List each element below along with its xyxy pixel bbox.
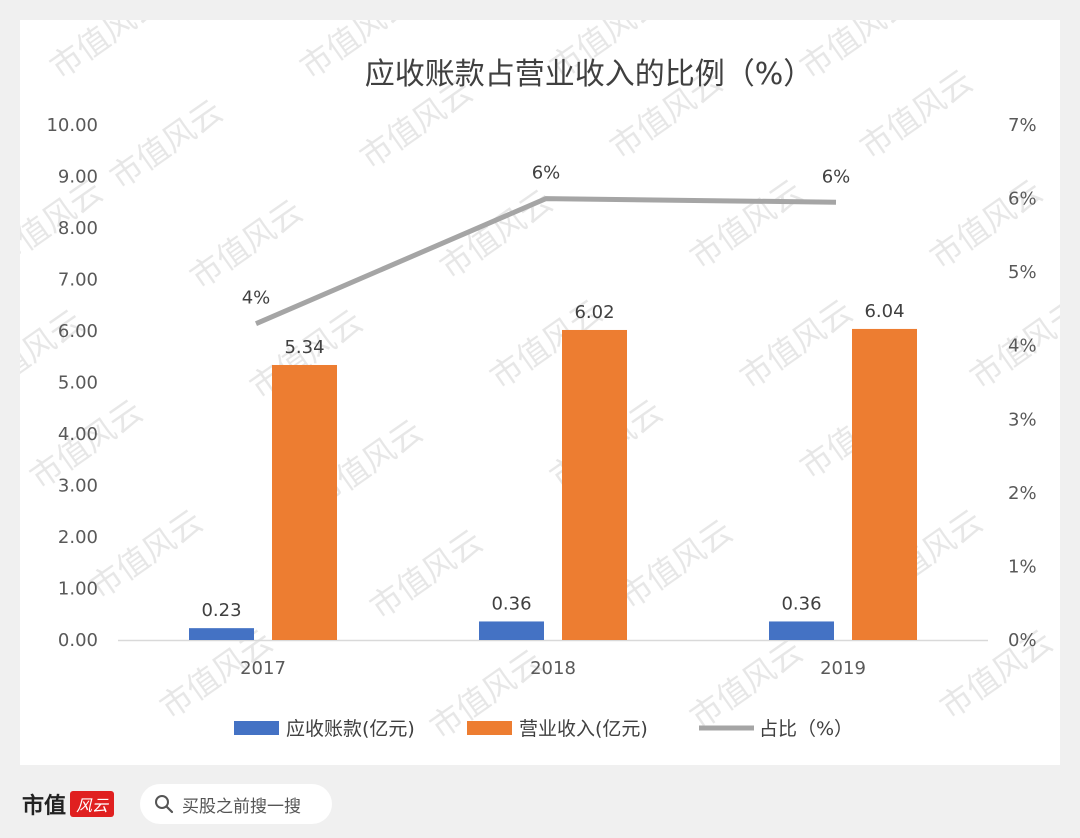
y-left-tick-label: 3.00 xyxy=(58,476,98,497)
watermark-text: 市值风云 xyxy=(733,292,860,397)
data-label: 4% xyxy=(242,288,271,309)
data-label: 6.04 xyxy=(864,301,904,322)
legend-swatch xyxy=(467,721,512,735)
y-left-tick-label: 6.00 xyxy=(58,321,98,342)
x-tick-label: 2019 xyxy=(820,658,866,679)
footer: 市值 风云 买股之前搜一搜 xyxy=(0,772,1080,838)
watermark-text: 市值风云 xyxy=(613,512,740,617)
search-placeholder: 买股之前搜一搜 xyxy=(182,796,301,817)
bar xyxy=(562,329,627,640)
y-right-tick-label: 6% xyxy=(1008,189,1037,210)
watermark-text: 市值风云 xyxy=(83,502,210,607)
brand-logo[interactable]: 市值 风云 xyxy=(22,789,115,819)
bar xyxy=(769,621,834,640)
data-label: 6% xyxy=(532,163,561,184)
legend-label: 占比（%） xyxy=(759,718,853,740)
legend-label: 应收账款(亿元) xyxy=(286,718,415,740)
watermark-text: 市值风云 xyxy=(853,62,980,167)
y-left-tick-label: 8.00 xyxy=(58,218,98,239)
chart-title: 应收账款占营业收入的比例（%） xyxy=(365,57,814,92)
y-left-tick-label: 0.00 xyxy=(58,630,98,651)
data-label: 6.02 xyxy=(574,302,614,323)
y-right-tick-label: 3% xyxy=(1008,409,1037,430)
data-label: 0.36 xyxy=(491,593,531,614)
y-left-tick-label: 7.00 xyxy=(58,270,98,291)
watermark-text: 市值风云 xyxy=(363,522,490,627)
watermark-text: 市值风云 xyxy=(433,182,560,287)
legend-label: 营业收入(亿元) xyxy=(519,718,648,740)
bar xyxy=(189,628,254,640)
watermark-text: 市值风云 xyxy=(183,192,310,297)
search-icon xyxy=(155,795,174,814)
y-right-tick-label: 1% xyxy=(1008,556,1037,577)
y-left-tick-label: 10.00 xyxy=(46,115,98,136)
logo-text: 市值 xyxy=(22,793,67,819)
legend: 应收账款(亿元) 营业收入(亿元) 占比（%） xyxy=(234,718,853,740)
search-box[interactable]: 买股之前搜一搜 xyxy=(140,784,332,824)
legend-swatch xyxy=(234,721,279,735)
x-tick-label: 2017 xyxy=(240,658,286,679)
watermark-text: 市值风云 xyxy=(43,20,170,87)
bar xyxy=(479,621,544,640)
x-tick-label: 2018 xyxy=(530,658,576,679)
y-right-tick-label: 0% xyxy=(1008,630,1037,651)
data-label: 0.36 xyxy=(781,593,821,614)
y-left-tick-label: 2.00 xyxy=(58,527,98,548)
y-right-tick-label: 5% xyxy=(1008,262,1037,283)
y-right-tick-label: 7% xyxy=(1008,115,1037,136)
data-label: 0.23 xyxy=(201,600,241,621)
y-right-tick-label: 2% xyxy=(1008,483,1037,504)
y-left-tick-label: 1.00 xyxy=(58,579,98,600)
watermark-text: 市值风云 xyxy=(103,92,230,197)
bar xyxy=(272,364,337,640)
data-label: 5.34 xyxy=(284,337,324,358)
y-left-tick-label: 5.00 xyxy=(58,373,98,394)
bar xyxy=(852,328,917,640)
y-left-tick-label: 9.00 xyxy=(58,167,98,188)
chart-card: 市值风云 市值风云 市值风云 市值风云 市值风云 市值风云 市值风云 市值风云 市值风云 市值风云… xyxy=(20,20,1060,765)
watermark-text: 市值风云 xyxy=(933,622,1060,727)
watermark-text: 市值风云 xyxy=(683,172,810,277)
data-label: 6% xyxy=(822,166,851,187)
y-left-tick-label: 4.00 xyxy=(58,424,98,445)
series-line xyxy=(255,196,837,326)
logo-badge: 风云 xyxy=(70,791,115,817)
y-right-tick-label: 4% xyxy=(1008,336,1037,357)
